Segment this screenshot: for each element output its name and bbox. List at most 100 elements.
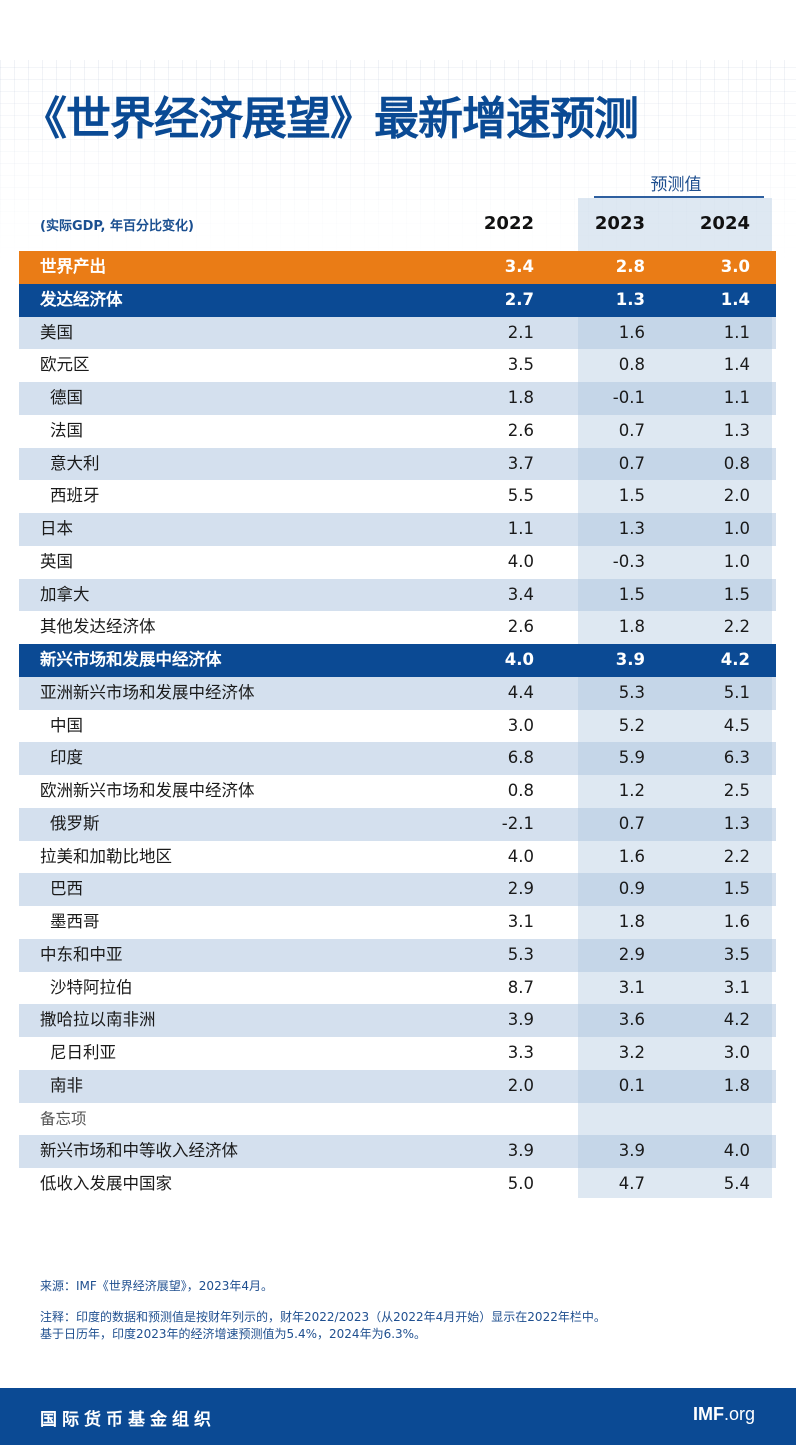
value-2024: 2.2 bbox=[723, 617, 750, 637]
value-2023: 5.9 bbox=[618, 748, 645, 768]
value-2023: 3.9 bbox=[618, 1141, 645, 1161]
value-2022: 5.5 bbox=[507, 486, 534, 506]
footnote: 注释：印度的数据和预测值是按财年列示的，财年2022/2023（从2022年4月… bbox=[40, 1309, 760, 1343]
table-row: 巴西 2.9 0.9 1.5 bbox=[19, 873, 776, 906]
value-2022: -2.1 bbox=[501, 813, 534, 833]
row-label: 俄罗斯 bbox=[50, 813, 100, 833]
footnote-line: 基于日历年，印度2023年的经济增速预测值为5.4%，2024年为6.3%。 bbox=[40, 1327, 427, 1341]
value-2024: 3.1 bbox=[723, 977, 750, 997]
value-2024: 1.5 bbox=[723, 584, 750, 604]
value-2022: 5.3 bbox=[507, 944, 534, 964]
value-2022: 4.0 bbox=[504, 650, 534, 669]
row-label: 其他发达经济体 bbox=[40, 617, 156, 637]
value-2022: 5.0 bbox=[507, 1174, 534, 1193]
value-2024: 1.8 bbox=[723, 1075, 750, 1095]
table-row: 新兴市场和发展中经济体 4.0 3.9 4.2 bbox=[19, 644, 776, 677]
value-2024: 1.4 bbox=[720, 289, 750, 309]
value-2023: 0.7 bbox=[618, 813, 645, 833]
value-2022: 3.9 bbox=[507, 1010, 534, 1030]
value-2024: 1.6 bbox=[723, 912, 750, 931]
row-label: 沙特阿拉伯 bbox=[50, 977, 133, 997]
value-2022: 1.8 bbox=[507, 388, 534, 407]
value-2022: 3.4 bbox=[504, 257, 534, 276]
value-2024: 1.0 bbox=[723, 551, 750, 571]
value-2022: 2.6 bbox=[507, 420, 534, 440]
value-2024: 2.5 bbox=[723, 781, 750, 800]
row-label: 日本 bbox=[40, 519, 73, 538]
value-2022: 4.0 bbox=[507, 846, 534, 866]
value-2024: 4.2 bbox=[723, 1010, 750, 1030]
table-row: 美国 2.1 1.6 1.1 bbox=[19, 316, 776, 350]
value-2022: 3.3 bbox=[507, 1043, 534, 1062]
table-row: 西班牙 5.5 1.5 2.0 bbox=[19, 480, 776, 513]
value-2024: 1.3 bbox=[723, 420, 750, 440]
table-row: 新兴市场和中等收入经济体 3.9 3.9 4.0 bbox=[19, 1135, 776, 1168]
value-2023: 1.8 bbox=[618, 617, 645, 637]
row-label: 德国 bbox=[50, 388, 83, 407]
table-row: 欧元区 3.5 0.8 1.4 bbox=[19, 349, 776, 382]
row-label: 南非 bbox=[50, 1075, 83, 1095]
footnote-line: 注释：印度的数据和预测值是按财年列示的，财年2022/2023（从2022年4月… bbox=[40, 1310, 606, 1324]
value-2023: 1.2 bbox=[618, 781, 645, 800]
value-2024: 4.0 bbox=[723, 1141, 750, 1161]
row-label: 欧洲新兴市场和发展中经济体 bbox=[40, 781, 255, 800]
growth-table: 世界产出 3.4 2.8 3.0 发达经济体 2.7 1.3 1.4 美国 2.1 1.6 1.1 欧元… bbox=[19, 251, 776, 1201]
table-row: 其他发达经济体 2.6 1.8 2.2 bbox=[19, 611, 776, 644]
value-2023: 3.1 bbox=[618, 977, 645, 997]
value-2024: 1.3 bbox=[723, 813, 750, 833]
value-2023: 0.1 bbox=[618, 1075, 645, 1095]
table-row: 印度 6.8 5.9 6.3 bbox=[19, 742, 776, 775]
header-background-pattern bbox=[0, 60, 796, 260]
footer-org-name: 国际货币基金组织 bbox=[40, 1410, 216, 1430]
value-2024: 1.1 bbox=[723, 388, 750, 407]
row-label: 欧元区 bbox=[40, 355, 90, 375]
row-label: 世界产出 bbox=[40, 257, 106, 276]
value-2022: 4.4 bbox=[507, 682, 534, 702]
row-label: 英国 bbox=[40, 551, 73, 571]
value-2023: 0.7 bbox=[618, 420, 645, 440]
value-2023: 1.6 bbox=[618, 846, 645, 866]
value-2022: 4.0 bbox=[507, 551, 534, 571]
value-2022: 2.6 bbox=[507, 617, 534, 637]
table-row: 南非 2.0 0.1 1.8 bbox=[19, 1069, 776, 1103]
value-2024: 1.0 bbox=[723, 519, 750, 538]
table-row: 撒哈拉以南非洲 3.9 3.6 4.2 bbox=[19, 1004, 776, 1037]
value-2024: 1.1 bbox=[723, 322, 750, 342]
value-2023: 1.5 bbox=[618, 486, 645, 506]
table-row: 备忘项 bbox=[19, 1103, 776, 1136]
table-row: 发达经济体 2.7 1.3 1.4 bbox=[19, 283, 776, 317]
value-2022: 3.9 bbox=[507, 1141, 534, 1161]
row-label: 低收入发展中国家 bbox=[40, 1174, 172, 1193]
row-label: 中国 bbox=[50, 715, 83, 735]
row-label: 西班牙 bbox=[50, 486, 100, 506]
row-label: 亚洲新兴市场和发展中经济体 bbox=[40, 682, 255, 702]
value-2022: 3.5 bbox=[507, 355, 534, 375]
value-2023: 0.7 bbox=[618, 453, 645, 473]
table-row: 法国 2.6 0.7 1.3 bbox=[19, 415, 776, 448]
row-label: 墨西哥 bbox=[50, 912, 100, 931]
row-label: 备忘项 bbox=[40, 1109, 87, 1128]
value-2023: -0.3 bbox=[612, 551, 645, 571]
value-2024: 1.5 bbox=[723, 879, 750, 899]
table-row: 中东和中亚 5.3 2.9 3.5 bbox=[19, 938, 776, 972]
value-2022: 3.7 bbox=[507, 453, 534, 473]
value-2024: 3.0 bbox=[720, 257, 750, 276]
value-2024: 4.5 bbox=[723, 715, 750, 735]
footer-bar: 国际货币基金组织 IMF.org bbox=[0, 1388, 796, 1445]
footer-website-link[interactable]: IMF.org bbox=[693, 1404, 755, 1425]
value-2024: 6.3 bbox=[723, 748, 750, 768]
value-2024: 0.8 bbox=[723, 453, 750, 473]
table-row: 德国 1.8 -0.1 1.1 bbox=[19, 382, 776, 415]
table-row: 中国 3.0 5.2 4.5 bbox=[19, 710, 776, 743]
value-2022: 1.1 bbox=[507, 519, 534, 538]
forecast-label-rule bbox=[594, 196, 764, 198]
row-label: 美国 bbox=[40, 322, 73, 342]
value-2023: 3.9 bbox=[615, 650, 645, 669]
table-row: 加拿大 3.4 1.5 1.5 bbox=[19, 578, 776, 612]
value-2024: 2.2 bbox=[723, 846, 750, 866]
value-2024: 5.4 bbox=[723, 1174, 750, 1193]
row-label: 意大利 bbox=[50, 453, 100, 473]
row-label: 印度 bbox=[50, 748, 83, 768]
table-row: 沙特阿拉伯 8.7 3.1 3.1 bbox=[19, 972, 776, 1005]
value-2023: 1.3 bbox=[618, 519, 645, 538]
